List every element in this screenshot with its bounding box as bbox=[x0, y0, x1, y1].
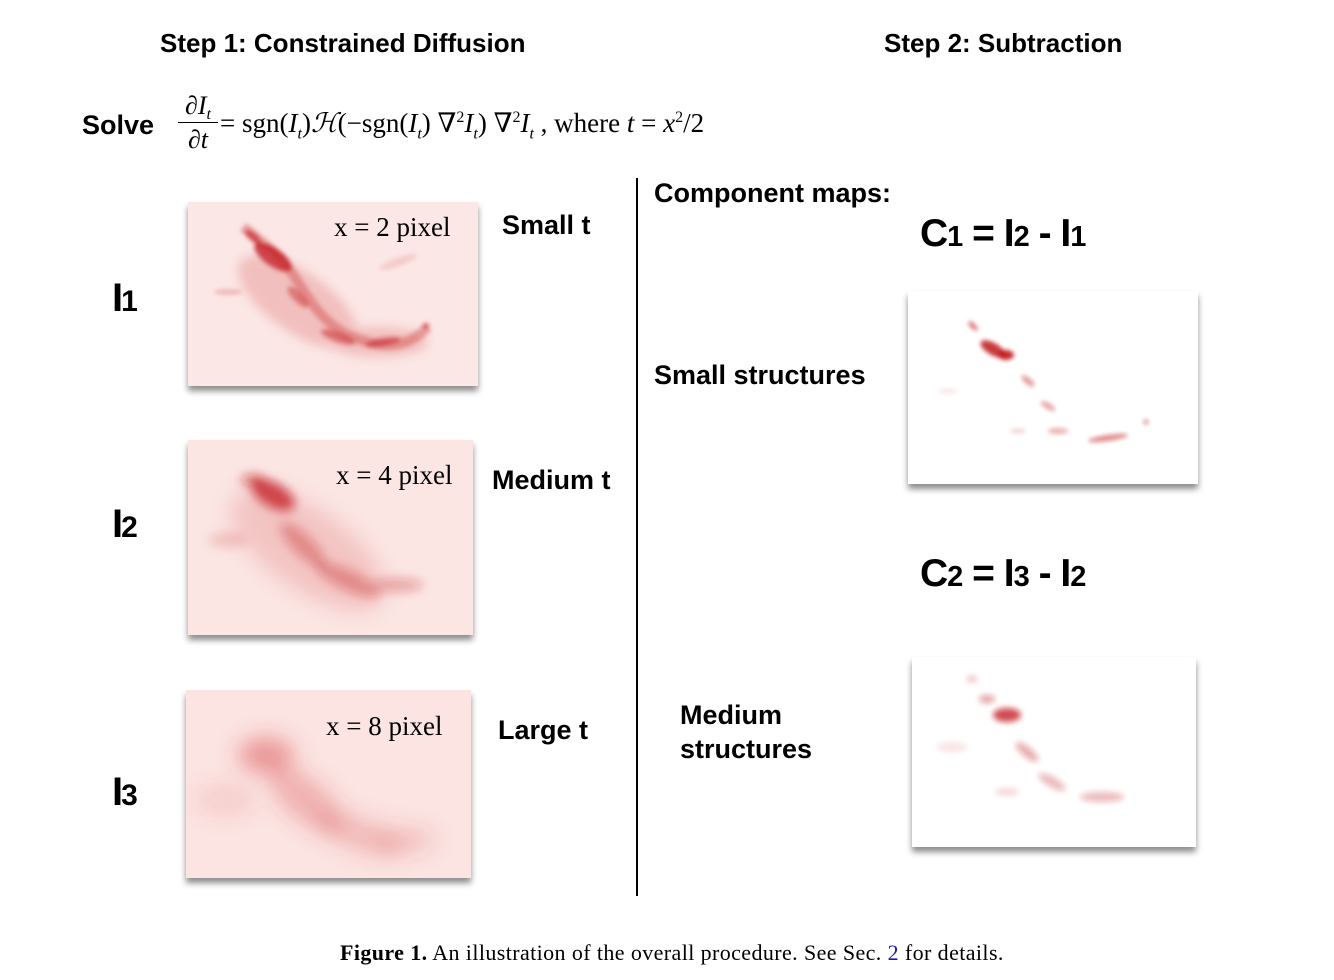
component-maps-title: Component maps: bbox=[654, 178, 892, 208]
small-structures-label: Small structures bbox=[654, 360, 866, 390]
divider-line bbox=[636, 178, 638, 896]
step1-heading: Step 1: Constrained Diffusion bbox=[160, 28, 526, 58]
row-label-i2: I2 bbox=[112, 502, 138, 546]
figure-caption: Figure 1. An illustration of the overall… bbox=[340, 940, 1004, 966]
map-c1 bbox=[908, 291, 1198, 484]
scale-label-i3: x = 8 pixel bbox=[326, 711, 443, 741]
equation-numerator: ∂I bbox=[185, 91, 207, 120]
equation-numerator-sub: t bbox=[206, 106, 211, 123]
step2-heading: Step 2: Subtraction bbox=[884, 28, 1123, 58]
caption-figure-label: Figure 1. bbox=[340, 940, 428, 965]
map-i3 bbox=[186, 690, 471, 878]
scale-label-i2: x = 4 pixel bbox=[336, 460, 453, 490]
solve-label: Solve bbox=[82, 110, 155, 140]
medium-structures-label: Medium structures bbox=[680, 700, 813, 764]
time-label-large: Large t bbox=[498, 715, 589, 745]
row-label-i3: I3 bbox=[112, 770, 138, 814]
caption-text-end: for details. bbox=[904, 940, 1004, 965]
equation-rhs: = sgn(It)ℋ(−sgn(It) ∇2It) ∇2It , where t… bbox=[220, 108, 705, 143]
c1-equation: C1 = I2 - I1 bbox=[920, 212, 1086, 255]
equation-fraction: ∂It ∂t bbox=[178, 90, 218, 155]
row-label-i1: I1 bbox=[112, 276, 138, 320]
scale-label-i1: x = 2 pixel bbox=[334, 212, 451, 242]
time-label-small: Small t bbox=[502, 210, 591, 240]
c2-equation: C2 = I3 - I2 bbox=[920, 552, 1086, 595]
caption-text: An illustration of the overall procedure… bbox=[432, 940, 882, 965]
equation-denominator: ∂t bbox=[178, 122, 218, 155]
map-i1 bbox=[188, 202, 478, 386]
map-i2 bbox=[188, 440, 473, 635]
map-c2 bbox=[912, 657, 1196, 847]
time-label-medium: Medium t bbox=[492, 465, 611, 495]
caption-section-link[interactable]: 2 bbox=[887, 940, 900, 965]
